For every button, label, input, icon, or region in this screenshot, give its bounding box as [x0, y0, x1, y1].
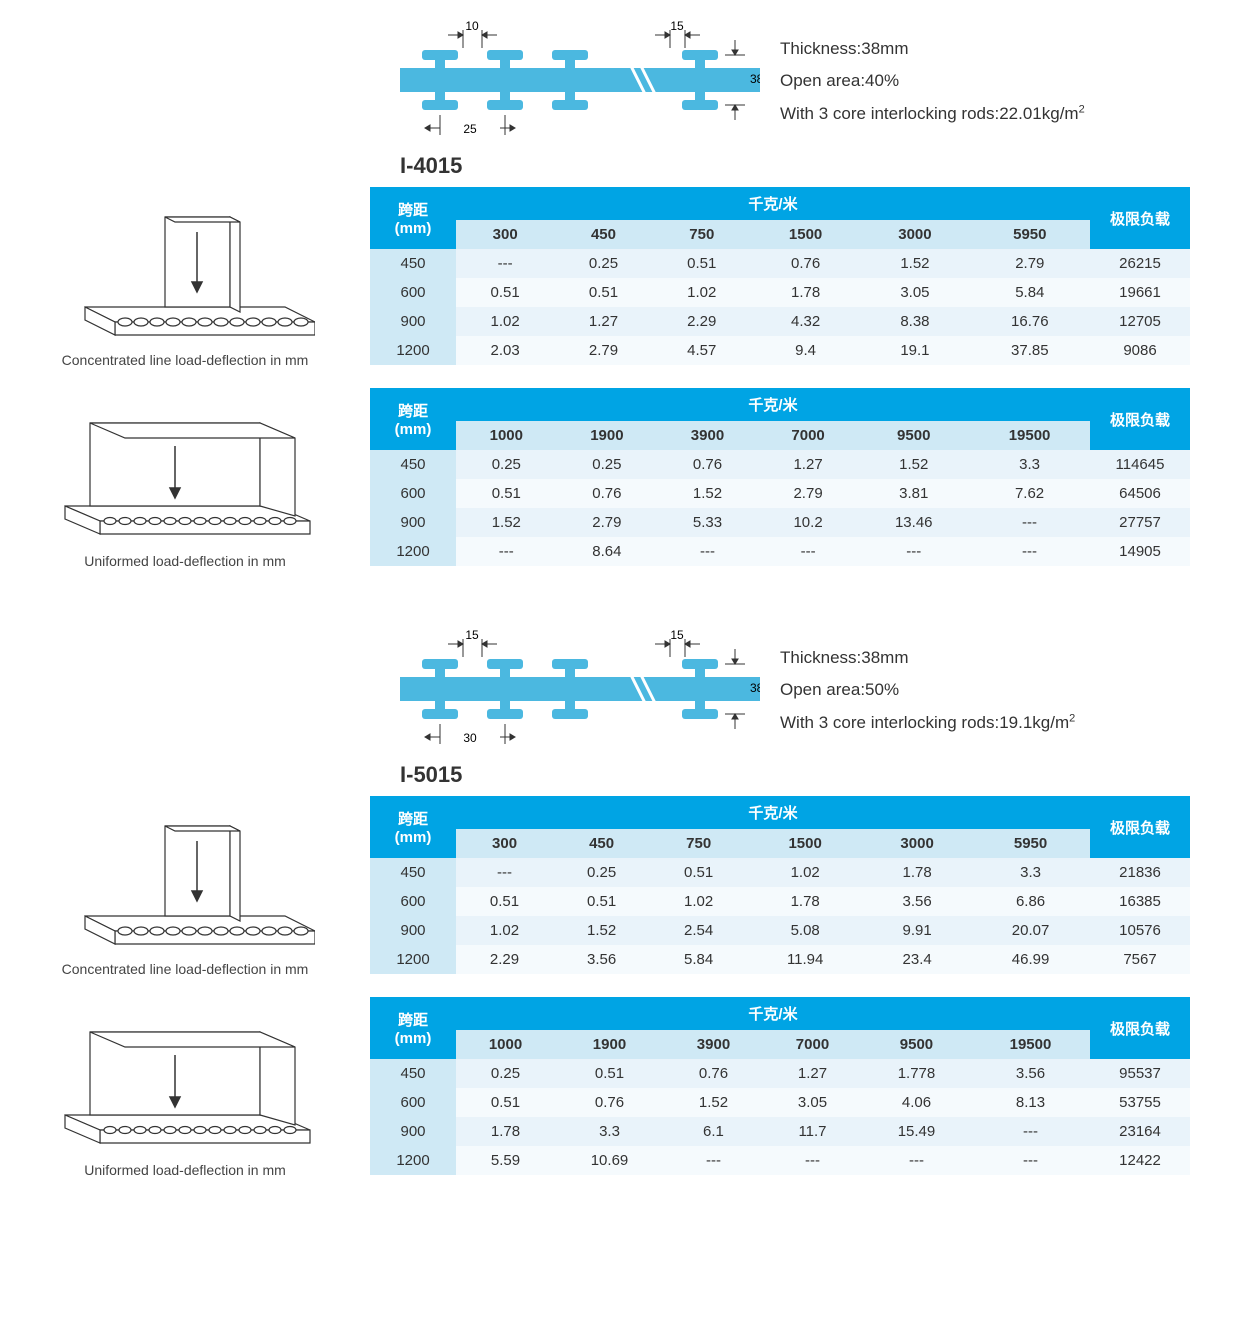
product-code: I-4015: [400, 153, 1220, 179]
caption-uniform: Uniformed load-deflection in mm: [30, 1162, 340, 1178]
concentrated-load-diagram: [55, 796, 315, 956]
svg-text:38: 38: [750, 72, 760, 86]
svg-text:38: 38: [750, 681, 760, 695]
svg-text:15: 15: [670, 20, 684, 33]
deflection-table: 跨距(mm)千克/米极限负载300450750150030005950450--…: [370, 796, 1190, 974]
spec-text: Thickness:38mmOpen area:40%With 3 core i…: [780, 33, 1085, 130]
svg-text:15: 15: [465, 629, 479, 642]
concentrated-load-diagram: [55, 187, 315, 347]
svg-text:15: 15: [670, 629, 684, 642]
deflection-table: 跨距(mm)千克/米极限负载300450750150030005950450--…: [370, 187, 1190, 365]
caption-concentrated: Concentrated line load-deflection in mm: [30, 961, 340, 977]
svg-text:30: 30: [463, 731, 477, 745]
product-code: I-5015: [400, 762, 1220, 788]
product-section: 15 15 38 30 Thickness:38mmOpen area:50%With …: [30, 629, 1220, 1178]
uniform-load-diagram: [45, 997, 325, 1157]
svg-text:10: 10: [465, 20, 479, 33]
svg-text:25: 25: [463, 122, 477, 136]
spec-text: Thickness:38mmOpen area:50%With 3 core i…: [780, 642, 1075, 739]
caption-concentrated: Concentrated line load-deflection in mm: [30, 352, 340, 368]
product-section: 10 15 38 25 Thickness:38mmOpen area:40%With …: [30, 20, 1220, 569]
ibeam-cross-section-diagram: 10 15 38 25: [400, 20, 760, 140]
deflection-table: 跨距(mm)千克/米极限负载10001900390070009500195004…: [370, 388, 1190, 566]
ibeam-cross-section-diagram: 15 15 38 30: [400, 629, 760, 749]
uniform-load-diagram: [45, 388, 325, 548]
caption-uniform: Uniformed load-deflection in mm: [30, 553, 340, 569]
deflection-table: 跨距(mm)千克/米极限负载10001900390070009500195004…: [370, 997, 1190, 1175]
